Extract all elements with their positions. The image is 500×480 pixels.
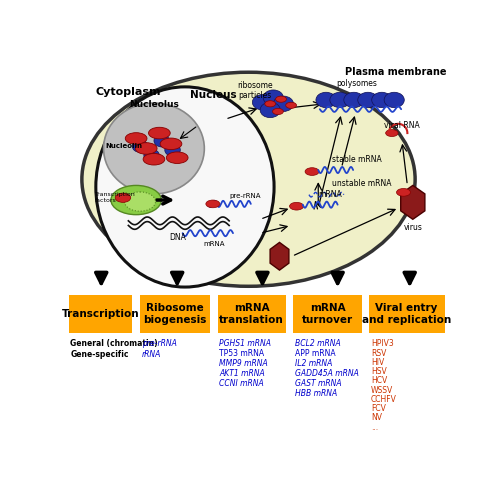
- Ellipse shape: [124, 192, 156, 211]
- FancyBboxPatch shape: [68, 295, 132, 333]
- Text: Transcription: Transcription: [62, 309, 140, 319]
- Polygon shape: [400, 185, 425, 219]
- Ellipse shape: [274, 96, 293, 111]
- Text: BCL2 mRNA: BCL2 mRNA: [295, 339, 341, 348]
- Text: polysomes: polysomes: [336, 79, 378, 88]
- Text: HCV: HCV: [371, 376, 387, 385]
- Ellipse shape: [396, 189, 410, 196]
- Text: unstable mRNA: unstable mRNA: [332, 180, 392, 189]
- Ellipse shape: [154, 134, 170, 147]
- Text: MMP9 mRNA: MMP9 mRNA: [219, 360, 268, 369]
- Text: Transcription
factors: Transcription factors: [95, 192, 136, 203]
- Text: mRNA
translation: mRNA translation: [219, 303, 284, 325]
- Ellipse shape: [143, 154, 165, 165]
- Ellipse shape: [96, 87, 274, 287]
- FancyBboxPatch shape: [294, 295, 362, 333]
- Text: FCV: FCV: [371, 404, 386, 413]
- Ellipse shape: [260, 102, 280, 118]
- Text: WSSV: WSSV: [371, 385, 393, 395]
- Ellipse shape: [252, 95, 272, 110]
- Text: RSV: RSV: [371, 348, 386, 358]
- Ellipse shape: [148, 127, 170, 139]
- FancyBboxPatch shape: [368, 295, 444, 333]
- Text: HPIV3: HPIV3: [371, 339, 394, 348]
- Text: rRNA: rRNA: [142, 350, 161, 359]
- Text: APP mRNA: APP mRNA: [295, 349, 336, 359]
- Text: TP53 mRNA: TP53 mRNA: [219, 349, 264, 359]
- Ellipse shape: [386, 130, 398, 136]
- Ellipse shape: [330, 92, 350, 108]
- Ellipse shape: [206, 200, 220, 208]
- Text: HSV: HSV: [371, 367, 386, 376]
- Text: pre-rRNA: pre-rRNA: [229, 192, 260, 199]
- Polygon shape: [270, 242, 289, 270]
- Ellipse shape: [272, 108, 283, 115]
- Text: ribosome
particles: ribosome particles: [237, 81, 272, 100]
- Text: IL2 mRNA: IL2 mRNA: [295, 360, 333, 369]
- Ellipse shape: [166, 152, 188, 164]
- Text: Viral entry
and replication: Viral entry and replication: [362, 303, 451, 325]
- Text: CCHFV: CCHFV: [371, 395, 397, 404]
- Text: mRNA: mRNA: [318, 190, 342, 199]
- Text: pre-rRNA: pre-rRNA: [142, 339, 176, 348]
- Text: Ribosome
biogenesis: Ribosome biogenesis: [143, 303, 206, 325]
- Ellipse shape: [305, 168, 319, 175]
- Text: Cytoplasm: Cytoplasm: [95, 87, 160, 97]
- Ellipse shape: [82, 72, 415, 286]
- FancyBboxPatch shape: [140, 295, 210, 333]
- Ellipse shape: [316, 92, 336, 108]
- Ellipse shape: [276, 96, 286, 102]
- Text: viral RNA: viral RNA: [384, 121, 420, 130]
- Ellipse shape: [286, 102, 296, 108]
- Ellipse shape: [384, 92, 404, 108]
- Ellipse shape: [104, 103, 204, 194]
- Text: Nucleus: Nucleus: [190, 90, 237, 100]
- Text: NV: NV: [371, 413, 382, 422]
- Text: Gene-specific: Gene-specific: [70, 350, 129, 359]
- Text: Nucleolin: Nucleolin: [105, 143, 142, 149]
- Ellipse shape: [126, 132, 147, 144]
- Text: AKT1 mRNA: AKT1 mRNA: [219, 370, 265, 378]
- Text: ...: ...: [371, 422, 378, 432]
- Ellipse shape: [115, 193, 130, 203]
- Ellipse shape: [265, 101, 276, 107]
- Ellipse shape: [372, 92, 392, 108]
- Text: HBB mRNA: HBB mRNA: [295, 389, 337, 398]
- Text: GAST mRNA: GAST mRNA: [295, 380, 342, 388]
- Ellipse shape: [136, 143, 157, 154]
- Ellipse shape: [144, 149, 160, 162]
- Text: mRNA
turnover: mRNA turnover: [302, 303, 353, 325]
- Ellipse shape: [358, 92, 378, 108]
- Text: virus: virus: [404, 223, 422, 232]
- Ellipse shape: [290, 203, 304, 210]
- Text: Plasma membrane: Plasma membrane: [345, 67, 446, 77]
- Text: GADD45A mRNA: GADD45A mRNA: [295, 370, 359, 378]
- Text: mRNA: mRNA: [203, 241, 224, 247]
- Ellipse shape: [160, 138, 182, 150]
- Text: DNA: DNA: [169, 233, 186, 242]
- Text: stable mRNA: stable mRNA: [332, 155, 382, 164]
- Text: CCNI mRNA: CCNI mRNA: [219, 380, 264, 388]
- Text: PGHS1 mRNA: PGHS1 mRNA: [219, 339, 271, 348]
- Ellipse shape: [111, 185, 162, 215]
- Ellipse shape: [263, 90, 283, 105]
- Ellipse shape: [165, 144, 180, 156]
- Ellipse shape: [132, 140, 148, 152]
- FancyBboxPatch shape: [218, 295, 286, 333]
- Text: General (chromatin): General (chromatin): [70, 339, 158, 348]
- Text: HIV: HIV: [371, 358, 384, 367]
- Text: Nucleolus: Nucleolus: [129, 100, 179, 109]
- Ellipse shape: [344, 92, 364, 108]
